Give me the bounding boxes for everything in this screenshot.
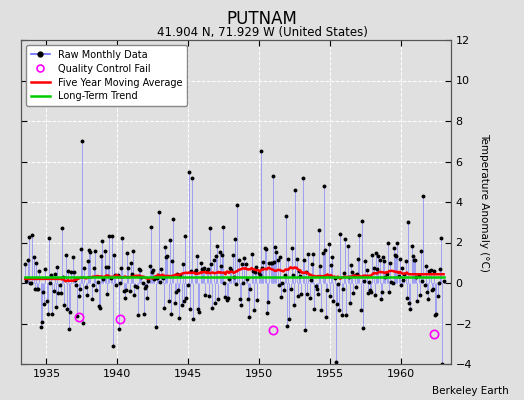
Text: Berkeley Earth: Berkeley Earth	[432, 386, 508, 396]
Text: PUTNAM: PUTNAM	[226, 10, 298, 28]
Text: 41.904 N, 71.929 W (United States): 41.904 N, 71.929 W (United States)	[157, 26, 367, 39]
Y-axis label: Temperature Anomaly (°C): Temperature Anomaly (°C)	[478, 132, 489, 272]
Legend: Raw Monthly Data, Quality Control Fail, Five Year Moving Average, Long-Term Tren: Raw Monthly Data, Quality Control Fail, …	[26, 45, 187, 106]
